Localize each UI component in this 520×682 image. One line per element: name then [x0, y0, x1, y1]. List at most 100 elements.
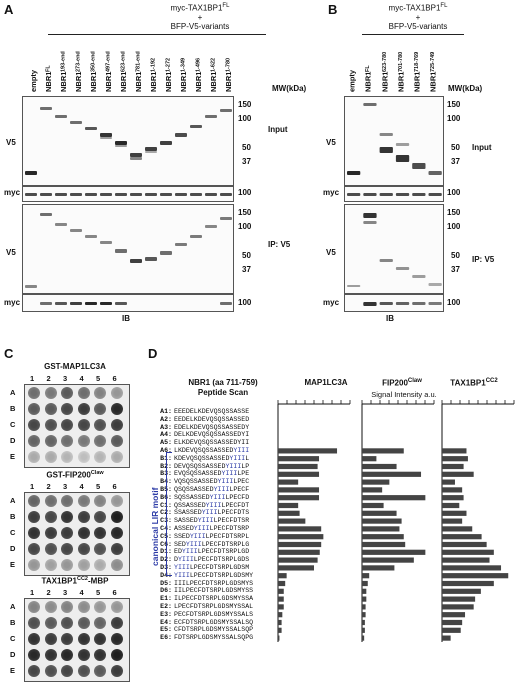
dot-blot-2-row-B: B [10, 618, 16, 627]
panel-a-ip-myc-bands [40, 302, 232, 305]
bar-C3-0 [278, 518, 306, 524]
peptide-seq-lir: YIII [189, 532, 206, 540]
signal-intensity-label: Signal Intensity a.u. [371, 390, 437, 399]
panel-b-ip-myc-mw: 100 [447, 298, 461, 307]
peptide-seq-pre: QSQSSASSED [174, 485, 214, 493]
bar-E4-2 [442, 619, 463, 626]
bar-E5-1 [362, 627, 365, 633]
peptide-seq-pre: FDTSRPLGDSMYSSALSQPG [174, 634, 254, 642]
peptide-seq-pre: ASSED [174, 524, 194, 532]
bar-D3-0 [278, 565, 314, 571]
dot-2-C5 [94, 633, 106, 645]
bar-B4-1 [362, 479, 390, 485]
panel-b-ip-myc-band-2 [395, 302, 410, 305]
bar-E6-0 [278, 635, 280, 641]
dot-1-E3 [61, 559, 73, 571]
panel-a-input-myc-blot [22, 186, 234, 202]
panel-a-lane-sup-13: 1-780 [225, 57, 232, 72]
dot-blot-0-col-2: 2 [46, 374, 51, 383]
chart-title-map1lc3a: MAP1LC3A [286, 378, 366, 387]
dot-2-C2 [44, 633, 57, 645]
bar-E2-0 [278, 604, 284, 610]
dot-blot-0-row-C: C [10, 420, 16, 429]
panel-a-lane-sup-12: 1-622 [210, 57, 217, 72]
bar-C4-2 [442, 526, 473, 532]
panel-a-ip-band-2 [55, 223, 67, 226]
panel-a-lane-label-5: NBR1 497-end [101, 38, 116, 92]
panel-a-input-myc-band-8 [145, 193, 157, 196]
dot-2-C1 [28, 633, 40, 645]
dot-blot-2-col-6: 6 [112, 588, 117, 597]
peptide-seq-pre: SQSSASSED [174, 493, 210, 501]
peptide-row: A2: EEDELKDEVQSQSSASSED [152, 416, 253, 424]
panel-b-input-band-4 [412, 163, 426, 169]
dot-blot-1-row-A: A [10, 496, 16, 505]
panel-b-ip-myc-band-4 [428, 302, 442, 305]
dot-1-B2 [44, 511, 57, 523]
bar-B6-0 [278, 495, 320, 501]
dot-blot-0-col-1: 1 [30, 374, 35, 383]
panel-a-ip-band-10 [175, 243, 187, 246]
bar-B3-1 [362, 471, 422, 477]
panel-a-input-myc-mw: 100 [238, 188, 252, 197]
dot-2-B5 [94, 617, 106, 629]
dot-blot-title-suffix-2: -MBP [87, 576, 109, 586]
dot-1-B4 [77, 511, 90, 523]
panel-b-lane-name-5: NBR1 [429, 71, 439, 92]
panel-b-title-line1: myc-TAX1BP1 [388, 3, 441, 13]
peptide-seq-pre: CFDTSRPLGDSMYSSALSQP [174, 626, 254, 634]
bar-E2-1 [362, 604, 366, 610]
panel-b-lane-sup-2: 623-780 [381, 51, 388, 72]
peptide-row: E2: LPECFDTSRPLGDSMYSSAL [152, 603, 253, 611]
chart-title-tax1bp1: TAX1BP1CC2 [434, 378, 514, 388]
panel-a-input-mw-37: 37 [242, 157, 251, 166]
panel-a-ip-label: IP: V5 [268, 240, 291, 249]
bar-C6-2 [442, 541, 487, 548]
peptide-seq-pre: ILPECFDTSRPLGDSMYSSA [174, 595, 254, 603]
bar-A6-1 [362, 448, 404, 454]
peptide-seq-lir: YIII [217, 478, 234, 486]
dot-1-A4 [77, 495, 90, 507]
panel-b-mw-label: MW(kDa) [448, 84, 483, 93]
panel-a-lane-label-9: NBR1 1-272 [161, 38, 176, 93]
panel-a-lane-label-2: NBR1 193-end [56, 38, 71, 92]
dot-0-A1 [28, 387, 40, 399]
panel-a-input-band-13 [205, 115, 217, 118]
bar-E4-0 [278, 619, 282, 626]
dot-2-E6 [110, 665, 123, 677]
panel-a-ip-band-5 [100, 241, 112, 244]
peptide-seq-post: LPECFDTSRP [209, 524, 250, 532]
dot-0-C4 [77, 419, 90, 431]
dot-blot-1-row-B: B [10, 512, 16, 521]
peptide-seq-pre: QSSASSED [174, 501, 206, 509]
panel-a-ip-myc-blot [22, 294, 234, 312]
dot-2-A4 [77, 601, 90, 613]
panel-a-ip-myc-band-6 [220, 302, 232, 305]
dot-0-B6 [110, 403, 123, 415]
peptide-seq-pre: EEEDELKDEVQSQSSASSE [174, 408, 250, 415]
peptide-seq-pre: PECFDTSRPLGDSMYSSALS [174, 610, 254, 618]
peptide-seq-pre: ED [174, 548, 182, 556]
dot-1-C4 [77, 527, 90, 539]
panel-a-ib-label: IB [122, 314, 130, 323]
panel-a-ip-band-11 [190, 235, 202, 238]
panel-b-input-myc-bands [347, 193, 442, 196]
panel-b-input-band-5 [428, 171, 442, 175]
panel-a-input-band-5 [100, 133, 112, 137]
bar-E1-2 [442, 596, 476, 602]
panel-b-input-myc-mw: 100 [447, 188, 461, 197]
panel-b-myc-input-label: myc [323, 188, 340, 197]
peptide-seq-pre: SASSED [174, 517, 198, 525]
dot-blot-0-col-3: 3 [63, 374, 68, 383]
panel-a-input-myc-band-0 [25, 193, 37, 196]
bar-B4-2 [442, 479, 455, 485]
dot-blot-2-col-5: 5 [96, 588, 101, 597]
dot-blot-title-0: GST-MAP1LC3A [20, 362, 130, 371]
bar-C6-1 [362, 541, 406, 548]
panel-a-title-sup: FL [222, 3, 230, 9]
panel-a-lane-label-11: NBR1 1-496 [191, 38, 206, 93]
dot-blot-1-row-C: C [10, 528, 16, 537]
panel-a-input-band-10 [160, 141, 172, 145]
panel-a-input-myc-band-13 [220, 193, 232, 196]
dot-1-E5 [94, 559, 106, 571]
